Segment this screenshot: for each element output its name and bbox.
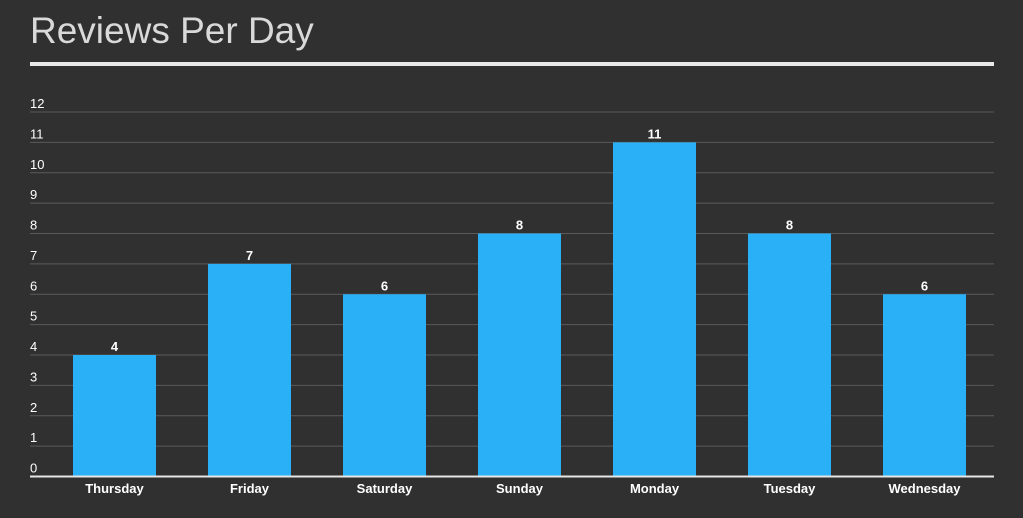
y-tick-label: 3: [30, 369, 37, 384]
y-tick-label: 1: [30, 430, 37, 445]
x-axis-labels: Thursday Friday Saturday Sunday Monday Tuesda…: [85, 481, 961, 496]
y-tick-label: 9: [30, 187, 37, 202]
x-tick-label-sunday: Sunday: [496, 481, 544, 496]
bar-wednesday: [883, 294, 966, 477]
data-label-sunday: 8: [516, 218, 523, 233]
bar-monday: [613, 142, 696, 477]
x-tick-label-saturday: Saturday: [357, 481, 413, 496]
data-label-friday: 7: [246, 248, 253, 263]
data-labels: 4 7 6 8 11 8 6: [111, 126, 928, 354]
data-label-wednesday: 6: [921, 278, 928, 293]
y-tick-label: 11: [30, 126, 44, 141]
x-tick-label-wednesday: Wednesday: [888, 481, 961, 496]
page-title: Reviews Per Day: [30, 10, 314, 51]
bar-sunday: [478, 233, 561, 477]
data-label-thursday: 4: [111, 339, 119, 354]
y-tick-label: 8: [30, 218, 37, 233]
bar-friday: [208, 263, 291, 477]
y-tick-label: 5: [30, 309, 37, 324]
x-tick-label-thursday: Thursday: [85, 481, 144, 496]
y-tick-label: 7: [30, 248, 37, 263]
y-tick-label: 0: [30, 461, 37, 476]
bar-thursday: [73, 355, 156, 477]
grid-lines: [30, 111, 994, 447]
x-tick-label-friday: Friday: [230, 481, 270, 496]
data-label-saturday: 6: [381, 278, 388, 293]
data-label-tuesday: 8: [786, 218, 793, 233]
bar-tuesday: [748, 233, 831, 477]
bars: [73, 142, 966, 477]
bar-saturday: [343, 294, 426, 477]
y-tick-label: 6: [30, 278, 37, 293]
data-label-monday: 11: [648, 126, 662, 141]
y-tick-label: 2: [30, 400, 37, 415]
y-tick-label: 4: [30, 339, 37, 354]
x-tick-label-tuesday: Tuesday: [764, 481, 817, 496]
title-underline: [30, 62, 994, 66]
y-tick-label: 10: [30, 157, 44, 172]
y-tick-label: 12: [30, 96, 44, 111]
x-tick-label-monday: Monday: [630, 481, 680, 496]
